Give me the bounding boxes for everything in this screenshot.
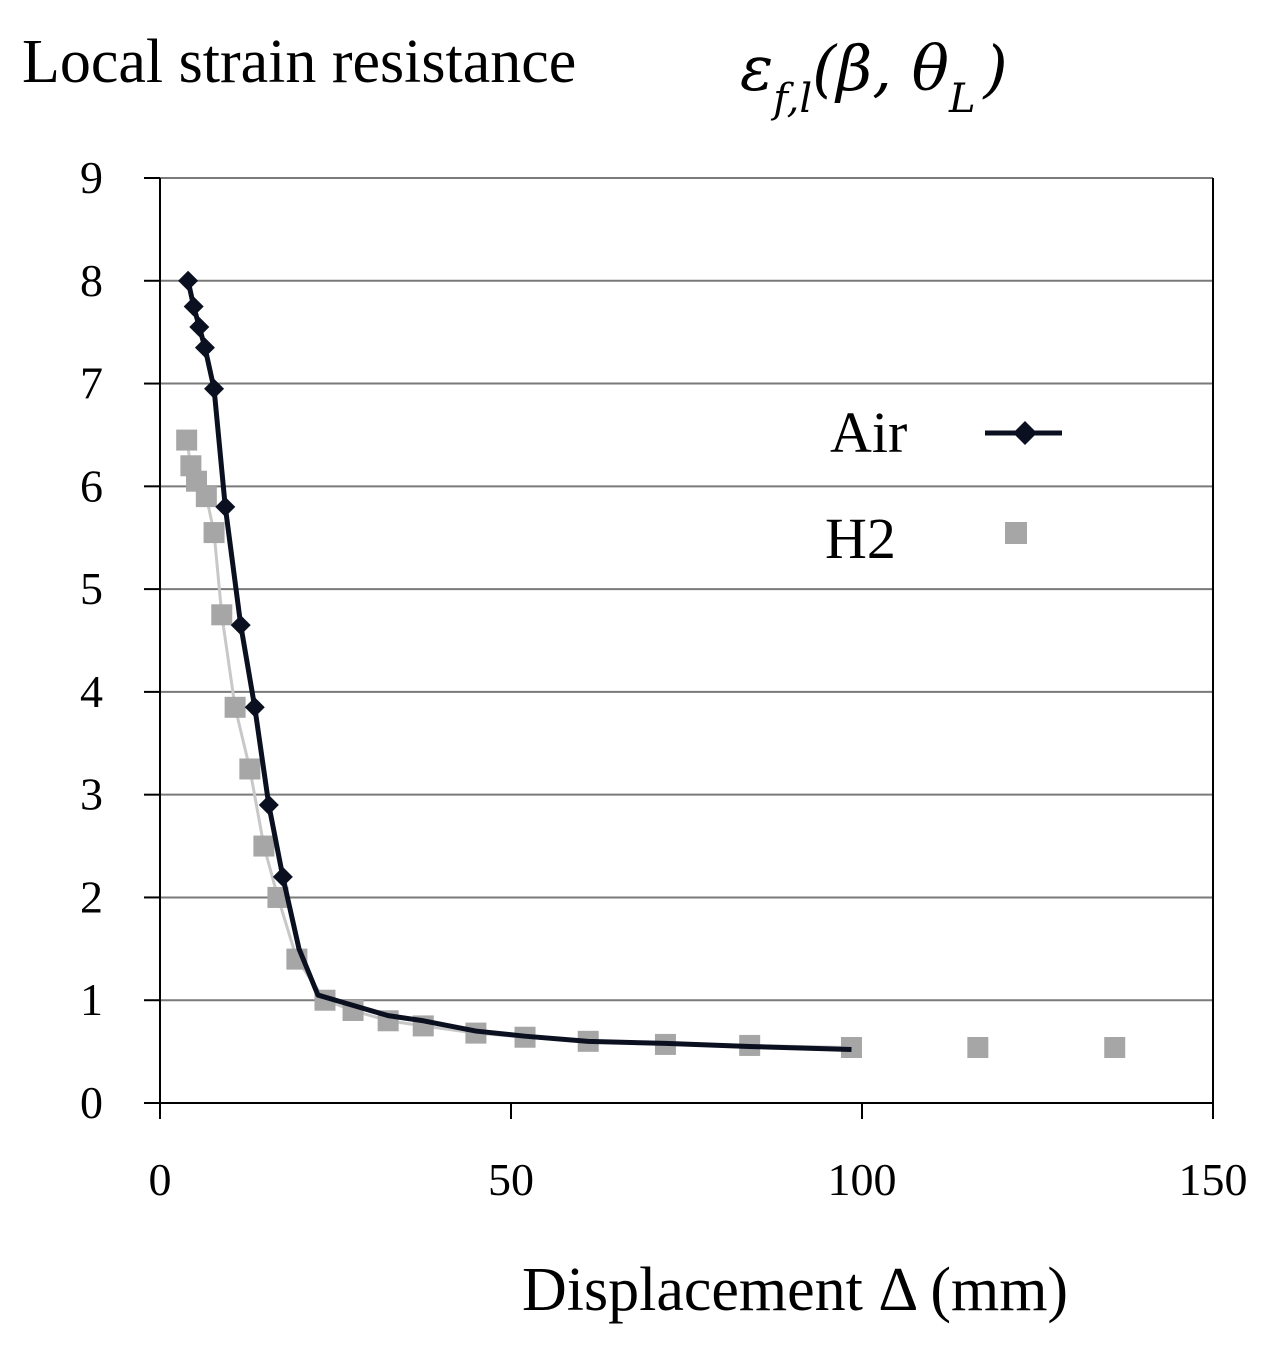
x-tick-labels: 0 50 100 150 <box>149 1154 1248 1205</box>
series-air-point-3 <box>194 337 215 358</box>
y-tick-label-0: 0 <box>80 1077 103 1128</box>
x-tick-label-100: 100 <box>828 1154 897 1205</box>
series-air-point-8 <box>258 794 279 815</box>
y-tick-label-8: 8 <box>80 255 103 306</box>
legend-label-h2: H2 <box>825 506 896 571</box>
title-symbol-epsilon: ε <box>740 32 773 105</box>
y-tick-labels: 0 1 2 3 4 5 6 7 8 9 <box>80 152 103 1128</box>
series-air-line <box>185 280 852 1053</box>
legend: Air H2 <box>825 400 1062 571</box>
y-tick-label-3: 3 <box>80 769 103 820</box>
title-symbol-close: ) <box>982 32 1008 105</box>
legend-swatch-h2-marker <box>1005 522 1027 544</box>
chart-title-text: Local strain resistance <box>22 28 576 96</box>
series-h2-point-21 <box>967 1037 989 1058</box>
series-h2-point-0 <box>176 429 198 451</box>
series-h2-point-3 <box>195 486 217 508</box>
title-symbol-args: (β, θ <box>812 32 949 105</box>
series-h2-point-22 <box>1104 1037 1126 1058</box>
y-tick-label-9: 9 <box>80 152 103 203</box>
y-tick-label-5: 5 <box>80 563 103 614</box>
series-h2 <box>176 429 1126 1058</box>
y-tick-label-2: 2 <box>80 871 103 922</box>
chart-title-symbol: εf,l(β, θL) <box>740 32 1008 122</box>
y-tick-label-7: 7 <box>80 358 103 409</box>
chart-title: Local strain resistance εf,l(β, θL) <box>22 28 1008 122</box>
series-h2-point-4 <box>203 522 225 544</box>
gridlines <box>160 177 1213 1002</box>
series-air-point-1 <box>183 296 204 317</box>
x-tick-label-0: 0 <box>149 1154 172 1205</box>
series-air-point-0 <box>178 270 199 291</box>
series-air-point-5 <box>215 496 236 517</box>
series-air-point-9 <box>272 866 293 887</box>
series-h2-point-5 <box>211 604 233 626</box>
y-tick-label-1: 1 <box>80 974 103 1025</box>
legend-label-air: Air <box>830 400 907 465</box>
series-h2-point-9 <box>267 886 289 908</box>
y-tick-label-6: 6 <box>80 460 103 511</box>
y-tick-label-4: 4 <box>80 666 103 717</box>
series-air-point-7 <box>244 697 265 718</box>
series-h2-point-8 <box>253 835 275 857</box>
x-tick-label-50: 50 <box>488 1154 534 1205</box>
series-h2-point-6 <box>224 696 246 718</box>
series-air-point-6 <box>230 615 251 636</box>
x-axis-label: Displacement Δ (mm) <box>522 1256 1068 1324</box>
legend-swatch-air-marker <box>1013 421 1037 445</box>
series-air <box>178 270 852 1053</box>
axes <box>144 177 1214 1119</box>
title-symbol-subscript: f,l <box>770 76 812 122</box>
title-symbol-args-subscript: L <box>948 76 976 122</box>
series-air-point-4 <box>204 378 225 399</box>
series-air-point-2 <box>189 317 210 338</box>
series-h2-point-7 <box>239 758 261 780</box>
x-tick-label-150: 150 <box>1179 1154 1248 1205</box>
